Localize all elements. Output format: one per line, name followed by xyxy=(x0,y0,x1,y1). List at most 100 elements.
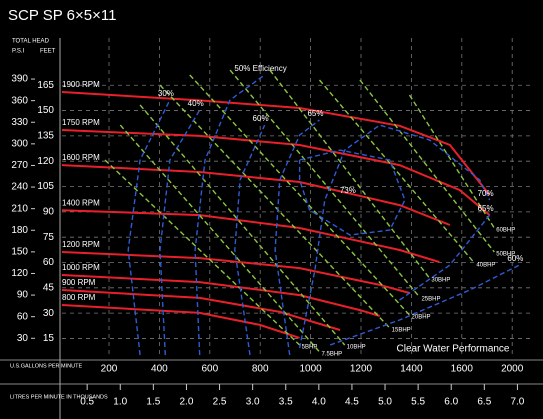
y-tick-label: 90 xyxy=(43,206,55,217)
y-tick-label: 30 xyxy=(43,308,55,319)
x-tick-label: 0.5 xyxy=(80,397,94,408)
series-label: 1900 RPM xyxy=(62,80,100,89)
series-line xyxy=(269,69,430,279)
y2-tick-label: 180 xyxy=(11,225,28,236)
x-tick-label: 1.0 xyxy=(113,397,127,408)
series-label: 70% xyxy=(478,189,494,198)
series-line xyxy=(119,124,321,353)
series-label: 1750 RPM xyxy=(62,118,100,127)
gpm-tick-label: 1400 xyxy=(400,364,423,375)
series-line xyxy=(61,304,300,339)
y2-tick-label: 120 xyxy=(11,268,28,279)
gpm-tick-label: 400 xyxy=(151,364,168,375)
series-label: 50BHP xyxy=(496,252,515,258)
series-line xyxy=(139,104,346,346)
series-line xyxy=(408,94,495,229)
y2-tick-label: 390 xyxy=(11,74,28,85)
series-line xyxy=(61,129,491,216)
series-line xyxy=(127,99,171,356)
series-line xyxy=(104,159,301,346)
y-tick-label: 135 xyxy=(37,131,54,142)
y-tick-label: 60 xyxy=(43,257,55,268)
chart-title: SCP SP 6×5×11 xyxy=(8,7,116,24)
y2-tick-label: 330 xyxy=(11,117,28,128)
gpm-tick-label: 1000 xyxy=(299,364,322,375)
series-label: 30% xyxy=(158,89,174,98)
y-tick-label: 150 xyxy=(37,105,54,116)
series-line xyxy=(61,289,341,331)
gpm-tick-label: 800 xyxy=(252,364,269,375)
y2-tick-label: 210 xyxy=(11,203,28,214)
series-line xyxy=(61,274,380,317)
gpm-axis-label: U.S.GALLONS PER MINUTE xyxy=(10,363,82,369)
gpm-tick-label: 1200 xyxy=(350,364,373,375)
x-tick-label: 2.0 xyxy=(179,397,193,408)
series-label: 1400 RPM xyxy=(62,198,100,207)
series-line xyxy=(229,69,421,298)
series-line xyxy=(274,119,491,356)
gpm-tick-label: 2000 xyxy=(501,364,524,375)
y-tick-label: 120 xyxy=(37,156,54,167)
series-line xyxy=(234,124,520,356)
x-tick-label: 6.0 xyxy=(444,397,458,408)
series-line xyxy=(159,109,201,356)
y-axis-label: FEET xyxy=(40,49,56,55)
x-tick-label: 5.5 xyxy=(411,397,425,408)
y2-tick-label: 360 xyxy=(11,95,28,106)
x-axis-label: LITRES PER MINUTE IN THOUSANDS xyxy=(10,394,108,400)
series-label: 1000 RPM xyxy=(62,263,100,272)
series-line xyxy=(298,149,406,236)
series-label: 900 RPM xyxy=(62,278,96,287)
series-label: 10BHP xyxy=(347,345,366,351)
x-tick-label: 4.0 xyxy=(312,397,326,408)
series-label: 25BHP xyxy=(421,297,440,303)
x-tick-label: 2.5 xyxy=(213,397,227,408)
series-label: 65% xyxy=(307,109,323,118)
series-label: 30BHP xyxy=(431,278,450,284)
series-line xyxy=(61,164,451,226)
y-tick-label: 165 xyxy=(37,80,54,91)
series-line xyxy=(189,74,411,316)
series-line xyxy=(61,91,491,196)
y-tick-label: 15 xyxy=(43,333,55,344)
series-label: 65% xyxy=(478,204,494,213)
y-tick-label: 105 xyxy=(37,181,54,192)
gpm-tick-label: 600 xyxy=(201,364,218,375)
series-label: 800 RPM xyxy=(62,293,96,302)
x-tick-label: 4.5 xyxy=(345,397,359,408)
series-label: 60BHP xyxy=(496,228,515,234)
gpm-tick-label: 200 xyxy=(101,364,118,375)
series-label: 20BHP xyxy=(412,315,431,321)
y2-tick-label: 60 xyxy=(17,311,29,322)
series-line xyxy=(194,74,266,356)
series-label: 1200 RPM xyxy=(62,240,100,249)
y2-axis-label: P.S.I xyxy=(12,49,25,55)
x-tick-label: 5.0 xyxy=(378,397,392,408)
y2-tick-label: 270 xyxy=(11,160,28,171)
series-label: 73% xyxy=(340,186,356,195)
series-label: 7.5BHP xyxy=(321,352,342,358)
x-tick-label: 3.0 xyxy=(246,397,260,408)
series-line xyxy=(61,251,410,294)
series-label: 50% Efficiency xyxy=(234,64,286,73)
y-tick-label: 45 xyxy=(43,282,55,293)
series-label: 15BHP xyxy=(392,328,411,334)
series-label: 1600 RPM xyxy=(62,153,100,162)
y2-tick-label: 90 xyxy=(17,290,29,301)
y2-tick-label: 30 xyxy=(17,333,29,344)
x-tick-label: 1.5 xyxy=(146,397,160,408)
series-label: 60% xyxy=(253,114,269,123)
x-tick-label: 3.5 xyxy=(279,397,293,408)
y2-tick-label: 240 xyxy=(11,182,28,193)
series-label: 40% xyxy=(188,99,204,108)
x-tick-label: 6.5 xyxy=(477,397,491,408)
y2-tick-label: 300 xyxy=(11,138,28,149)
series-line xyxy=(359,79,495,253)
series-label: 60% xyxy=(507,254,523,263)
y-tick-label: 75 xyxy=(43,232,55,243)
series-label: 5BHP xyxy=(302,345,318,351)
series-label: 40BHP xyxy=(476,263,495,269)
y2-tick-label: 150 xyxy=(11,247,28,258)
